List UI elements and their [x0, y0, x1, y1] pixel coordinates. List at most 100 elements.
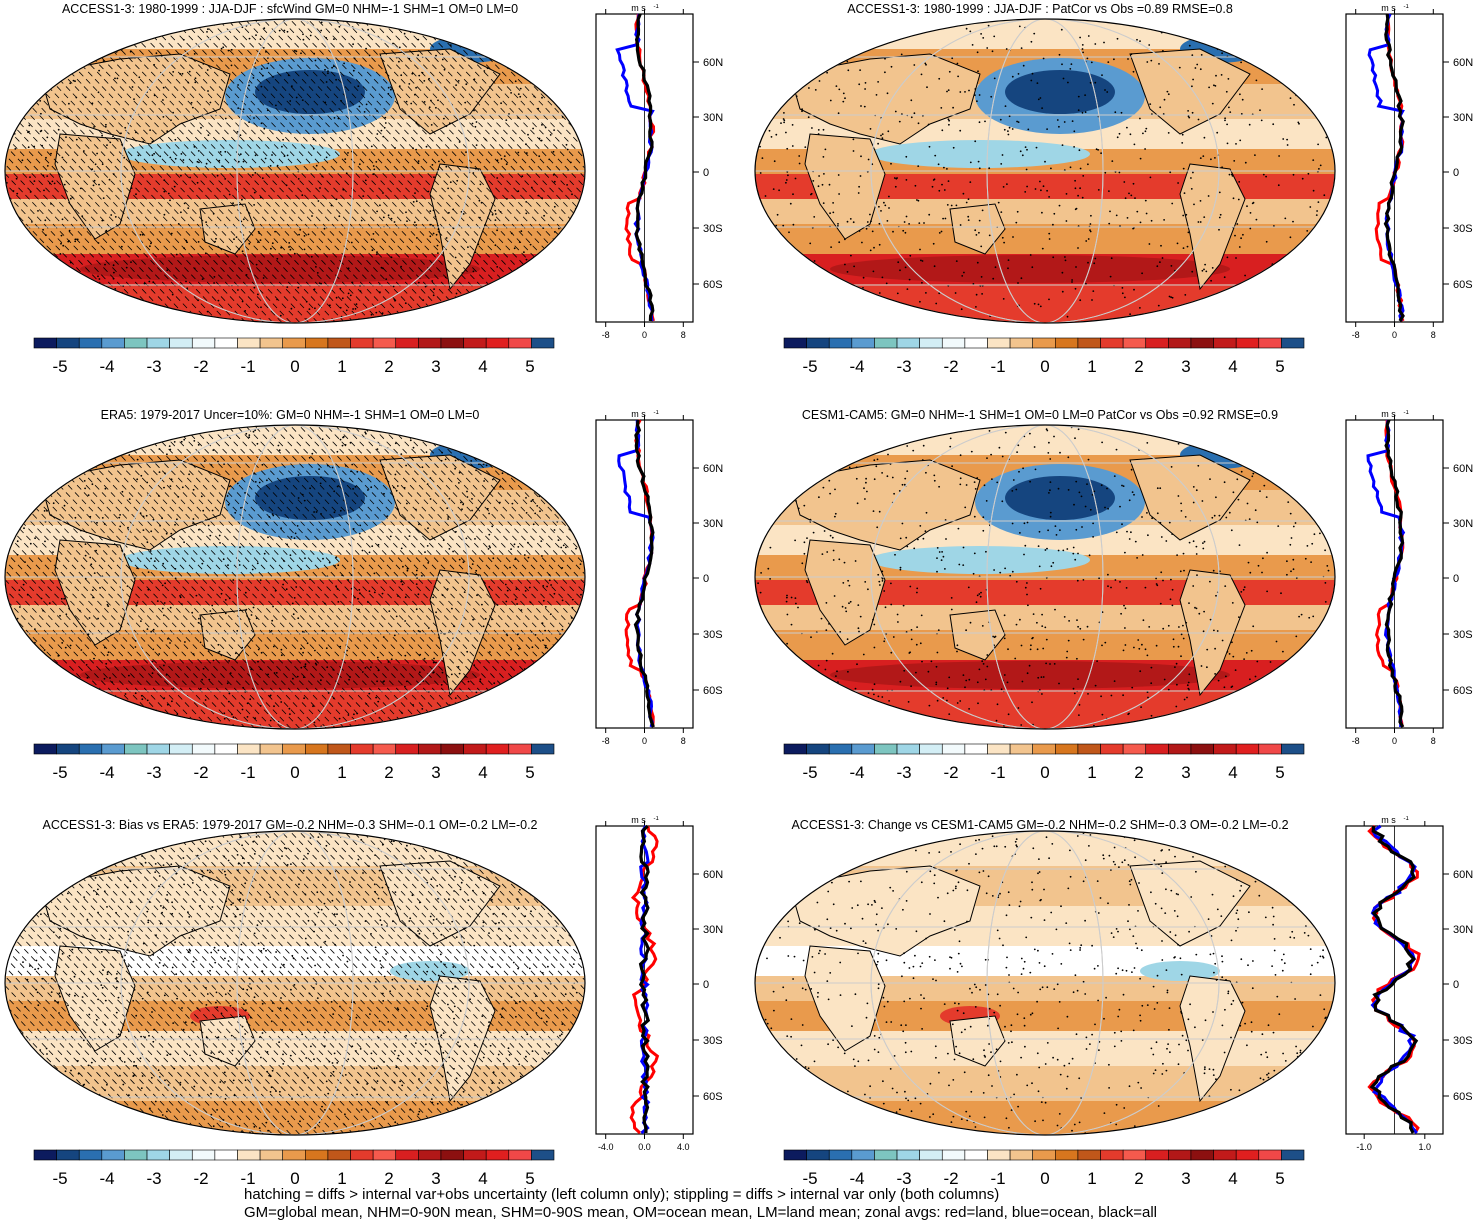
lat-label: 30N — [1453, 112, 1473, 124]
colorbar-label: 3 — [1181, 1169, 1190, 1188]
lat-label: 60S — [1453, 685, 1473, 697]
colorbar-swatch — [920, 744, 943, 754]
colorbar-swatch — [965, 338, 988, 348]
colorbar-swatch — [987, 1150, 1010, 1160]
colorbar-label: 3 — [1181, 763, 1190, 782]
colorbar-swatch — [807, 1150, 830, 1160]
colorbar-swatch — [283, 744, 306, 754]
colorbar-label: 0 — [1040, 357, 1049, 376]
colorbar-swatch — [897, 1150, 920, 1160]
colorbar-swatch — [509, 744, 532, 754]
world-map — [0, 420, 590, 735]
colorbar-swatch — [784, 1150, 807, 1160]
colorbar-swatch — [1191, 338, 1214, 348]
x-tick-label: 0 — [642, 736, 647, 745]
lat-label: 0 — [1453, 573, 1459, 585]
colorbar-swatch — [260, 1150, 283, 1160]
caption-line-2: GM=global mean, NHM=0-90N mean, SHM=0-90… — [244, 1204, 1157, 1222]
x-tick-label: -8 — [602, 330, 610, 339]
colorbar-swatch — [464, 338, 487, 348]
panel-4: CESM1-CAM5: GM=0 NHM=-1 SHM=1 OM=0 LM=0 … — [750, 406, 1483, 806]
colorbar-swatch — [396, 744, 419, 754]
blue-band — [870, 546, 1090, 574]
colorbar-swatch — [531, 338, 554, 348]
colorbar-swatch — [965, 1150, 988, 1160]
colorbar-swatch — [784, 338, 807, 348]
colorbar-swatch — [170, 744, 193, 754]
x-tick-label: 8 — [1431, 736, 1436, 745]
colorbar-swatch — [942, 338, 965, 348]
lat-label: 0 — [703, 979, 709, 991]
colorbar-swatch — [464, 1150, 487, 1160]
lat-label: 60N — [703, 869, 723, 881]
blue-band — [870, 140, 1090, 168]
colorbar-label: 1 — [337, 763, 346, 782]
map-field — [750, 826, 1340, 1141]
colorbar-swatch — [34, 1150, 57, 1160]
colorbar-label: 0 — [290, 763, 299, 782]
colorbar-label: 4 — [478, 763, 487, 782]
colorbar-swatch — [441, 338, 464, 348]
colorbar-swatch — [57, 338, 80, 348]
colorbar-swatch — [829, 1150, 852, 1160]
colorbar-swatch — [170, 338, 193, 348]
colorbar-swatch — [1168, 1150, 1191, 1160]
colorbar-swatch — [852, 1150, 875, 1160]
colorbar-swatch — [829, 338, 852, 348]
colorbar-swatch — [396, 338, 419, 348]
lat-label: 0 — [1453, 167, 1459, 179]
colorbar-swatch — [1123, 1150, 1146, 1160]
colorbar-swatch — [1078, 338, 1101, 348]
colorbar-swatch — [57, 744, 80, 754]
lat-label: 30N — [1453, 518, 1473, 530]
lat-label: 30S — [1453, 1035, 1473, 1047]
colorbar-swatch — [283, 338, 306, 348]
colorbar-swatch — [102, 338, 125, 348]
x-tick-label: 0 — [642, 330, 647, 339]
x-tick-label: 4.0 — [677, 1142, 690, 1151]
zonal-line-ocean — [617, 14, 652, 321]
colorbar-swatch — [897, 744, 920, 754]
blue-anomaly-core — [1005, 70, 1115, 114]
colorbar-swatch — [147, 1150, 170, 1160]
unit-exponent: -1 — [1404, 816, 1410, 822]
colorbar-swatch — [147, 338, 170, 348]
colorbar-swatch — [1259, 338, 1282, 348]
unit-label: m s — [1381, 410, 1396, 419]
lat-label: 0 — [1453, 979, 1459, 991]
colorbar-swatch — [124, 744, 147, 754]
unit-label: m s — [631, 4, 646, 13]
lat-label: 30S — [1453, 629, 1473, 641]
colorbar-label: 5 — [525, 763, 534, 782]
colorbar-swatch — [897, 338, 920, 348]
x-tick-label: -8 — [1352, 330, 1360, 339]
x-tick-label: 1.0 — [1419, 1142, 1432, 1151]
lat-label: 0 — [703, 573, 709, 585]
world-map — [750, 14, 1340, 329]
x-tick-label: 8 — [1431, 330, 1436, 339]
colorbar-swatch — [1010, 338, 1033, 348]
x-tick-label: 0 — [1392, 330, 1397, 339]
colorbar-swatch — [1101, 338, 1124, 348]
map-field — [0, 420, 590, 735]
colorbar-label: 2 — [1134, 763, 1143, 782]
lat-label: 60S — [703, 279, 723, 291]
colorbar-swatch — [124, 1150, 147, 1160]
x-tick-label: -8 — [602, 736, 610, 745]
colorbar-swatch — [215, 1150, 238, 1160]
colorbar-swatch — [1146, 338, 1169, 348]
colorbar-swatch — [942, 1150, 965, 1160]
colorbar-swatch — [418, 744, 441, 754]
colorbar-swatch — [79, 744, 102, 754]
colorbar-label: 4 — [1228, 1169, 1237, 1188]
colorbar-swatch — [192, 744, 215, 754]
colorbar-swatch — [1214, 744, 1237, 754]
colorbar-label: -2 — [943, 763, 958, 782]
lat-label: 60N — [1453, 869, 1473, 881]
x-tick-label: 0.0 — [638, 1142, 651, 1151]
colorbar-swatch — [102, 744, 125, 754]
colorbar-label: 2 — [384, 357, 393, 376]
colorbar-swatch — [874, 1150, 897, 1160]
